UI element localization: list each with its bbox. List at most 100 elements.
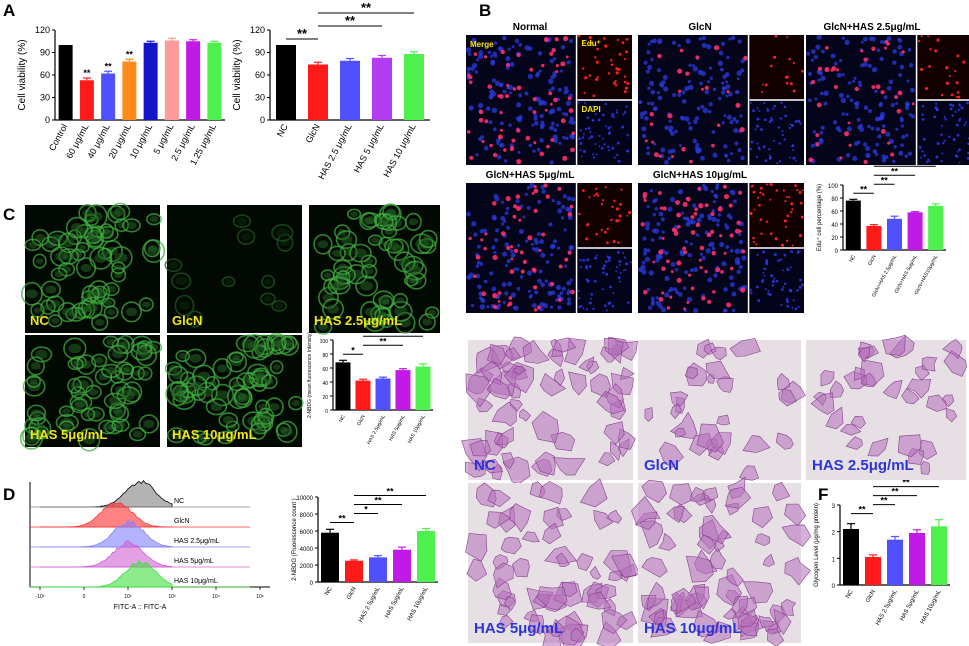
nucleus [682,286,687,290]
dapi-dot [608,256,612,260]
dapi-dot [593,279,597,283]
stained-cell [527,614,545,635]
edu-cell [515,194,521,199]
edu-cell [473,274,477,278]
x-tick-label: NC [275,122,290,139]
dapi-dot [767,289,770,292]
edu-cell [683,250,688,255]
nucleus [684,116,690,122]
dapi-dot [792,149,795,152]
dapi-dot [779,258,783,261]
nucleus [734,248,740,254]
nucleus [466,66,471,72]
stained-cell [710,346,727,361]
dapi-dot [768,148,771,151]
nucleus [906,79,910,83]
nucleus [662,74,668,80]
cell [228,351,244,364]
cell [355,275,379,297]
edu-cell [508,296,513,300]
edu-cell [815,133,820,138]
cell-body [62,238,75,248]
nucleus [813,55,818,60]
nucleus [553,138,559,144]
nucleus [566,301,572,306]
dapi-dot [952,138,956,142]
dapi-dot [783,105,787,109]
y-tick-label: 30 [255,93,265,103]
edu-dot [785,195,788,198]
edu-cell [704,85,709,90]
edu-cell [690,215,695,220]
x-tick-label: HAS 10μg/mL [407,414,427,445]
edu-cell [553,97,558,103]
edu-dot [626,214,629,217]
cell [81,285,100,303]
edu-dot [775,189,779,192]
edu-cell [492,254,498,261]
edu-cell [489,143,493,148]
nucleus [674,267,679,272]
dapi-dot [798,250,801,253]
dapi-dot [766,109,770,112]
cell-body [408,218,418,226]
nucleus [892,60,897,65]
edu-cell [564,257,569,262]
dapi-dot [778,160,782,163]
nucleus [550,86,555,91]
stained-cell [576,553,594,571]
stained-cell [504,596,516,611]
cell [58,405,75,418]
dapi-dot [766,107,769,110]
nucleus [871,67,878,73]
stained-cell [518,408,532,422]
nucleus [468,105,474,111]
stained-cell [926,394,947,412]
cell-body [269,403,280,411]
nucleus [552,239,557,244]
nucleus [496,154,502,160]
nucleus [516,243,521,248]
edu-dot [761,90,764,93]
nucleus [710,189,714,194]
edu-dot [765,220,769,223]
edu-cell [512,214,517,219]
edu-cell [531,191,535,195]
edu-cell [558,264,563,269]
cell-body [24,433,38,444]
cell-body [254,373,267,384]
nucleus [667,289,671,293]
dapi-dot [623,111,627,114]
nucleus [504,242,510,247]
nucleus [720,41,726,46]
dapi-dot [749,102,752,105]
edu-cell [554,37,559,42]
nucleus [702,107,709,114]
dapi-dot [921,118,925,121]
stained-cell [605,509,623,524]
edu-cell [901,50,905,54]
edu-dot [610,218,613,222]
nucleus [658,211,664,217]
edu-cell [567,212,573,217]
cell-body [112,349,124,359]
nucleus [687,121,691,125]
cell [313,318,333,335]
nucleus [699,252,704,256]
y-tick-label: 0 [260,115,265,125]
cell [67,377,82,394]
nucleus [655,258,660,263]
dapi-dot [791,250,794,253]
nucleus [712,87,717,91]
cell-body [98,373,109,381]
nucleus [868,36,874,41]
edu-dot [614,84,618,87]
dapi-dot [768,120,772,124]
dapi-dot [799,122,802,125]
nucleus [668,119,672,123]
dapi-dot [622,113,625,116]
nucleus [640,116,644,120]
dapi-dot [957,108,960,111]
